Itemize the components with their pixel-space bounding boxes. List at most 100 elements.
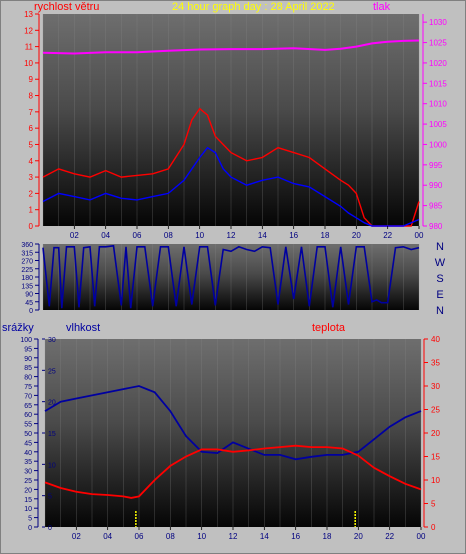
wind-label: rychlost větru bbox=[34, 1, 99, 13]
temperature-line bbox=[44, 444, 422, 499]
rain-tick-label: 15 bbox=[24, 497, 32, 504]
direction-tick-label: 90 bbox=[25, 292, 33, 299]
x-tick-label: 12 bbox=[229, 532, 238, 541]
compass-label: W bbox=[435, 257, 446, 269]
x-tick-label: 20 bbox=[354, 532, 363, 541]
right-tick-label: 985 bbox=[429, 202, 443, 211]
direction-tick-label: 180 bbox=[21, 275, 33, 282]
right-tick-label: 1015 bbox=[429, 79, 447, 88]
right-tick-label: 995 bbox=[429, 161, 443, 170]
right-tick-label: 1010 bbox=[429, 100, 447, 109]
pressure-line bbox=[42, 39, 420, 55]
left-tick-label: 4 bbox=[29, 157, 34, 166]
left-tick-label: 5 bbox=[29, 140, 34, 149]
temperature-tick-label: 20 bbox=[431, 429, 440, 438]
right-tick-label: 1005 bbox=[429, 120, 447, 129]
wind-speed-line bbox=[42, 107, 420, 227]
left-tick-label: 9 bbox=[29, 75, 34, 84]
temperature-tick-label: 0 bbox=[431, 523, 436, 532]
rain-tick-label: 75 bbox=[24, 384, 32, 391]
direction-tick-label: 315 bbox=[21, 250, 33, 257]
right-tick-label: 1000 bbox=[429, 140, 447, 149]
rain-tick-label: 55 bbox=[24, 422, 32, 429]
left-tick-label: 2 bbox=[29, 189, 34, 198]
humidity-tick-label: 5 bbox=[48, 494, 52, 501]
humidity-tick-label: 10 bbox=[48, 462, 56, 469]
rain-tick-label: 80 bbox=[24, 375, 32, 382]
left-tick-label: 0 bbox=[29, 222, 34, 231]
rain-tick-label: 45 bbox=[24, 440, 32, 447]
temperature-tick-label: 15 bbox=[431, 453, 440, 462]
x-tick-label: 04 bbox=[101, 231, 110, 240]
rain-tick-label: 90 bbox=[24, 356, 32, 363]
left-tick-label: 12 bbox=[24, 26, 33, 35]
direction-tick-label: 225 bbox=[21, 267, 33, 274]
humidity-label: vlhkost bbox=[66, 322, 100, 334]
compass-label: N bbox=[436, 305, 444, 317]
right-tick-label: 1025 bbox=[429, 39, 447, 48]
rain-tick-label: 10 bbox=[24, 506, 32, 513]
rain-tick-label: 60 bbox=[24, 412, 32, 419]
rain-label: srážky bbox=[2, 322, 34, 334]
rain-tick-label: 95 bbox=[24, 346, 32, 353]
temperature-tick-label: 10 bbox=[431, 476, 440, 485]
humidity-tick-label: 25 bbox=[48, 368, 56, 375]
humidity-tick-label: 15 bbox=[48, 431, 56, 438]
left-tick-label: 3 bbox=[29, 173, 34, 182]
chart-title: 24 hour graph day : 28 April 2022 bbox=[172, 1, 335, 13]
left-tick-label: 6 bbox=[29, 124, 34, 133]
wind-gust-line bbox=[42, 146, 420, 227]
humidity-line bbox=[44, 385, 422, 461]
humidity-tick-label: 0 bbox=[48, 525, 52, 532]
right-tick-label: 1020 bbox=[429, 59, 447, 68]
x-tick-label: 16 bbox=[289, 231, 298, 240]
x-tick-label: 10 bbox=[197, 532, 206, 541]
x-tick-label: 06 bbox=[135, 532, 144, 541]
x-tick-label: 14 bbox=[258, 231, 267, 240]
direction-tick-label: 270 bbox=[21, 259, 33, 266]
pressure-label: tlak bbox=[373, 1, 391, 13]
x-tick-label: 20 bbox=[352, 231, 361, 240]
x-tick-label: 00 bbox=[415, 231, 424, 240]
rain-tick-label: 0 bbox=[28, 525, 32, 532]
right-tick-label: 1030 bbox=[429, 18, 447, 27]
right-tick-label: 990 bbox=[429, 181, 443, 190]
x-tick-label: 18 bbox=[323, 532, 332, 541]
left-tick-label: 11 bbox=[25, 43, 34, 52]
x-tick-label: 18 bbox=[321, 231, 330, 240]
x-tick-label: 08 bbox=[164, 231, 173, 240]
left-tick-label: 7 bbox=[29, 108, 34, 117]
x-tick-label: 22 bbox=[385, 532, 394, 541]
direction-tick-label: 0 bbox=[29, 308, 33, 315]
right-tick-label: 980 bbox=[429, 222, 443, 231]
x-tick-label: 08 bbox=[166, 532, 175, 541]
rain-tick-label: 70 bbox=[24, 393, 32, 400]
wind-direction-line bbox=[42, 244, 420, 309]
rain-tick-label: 20 bbox=[24, 487, 32, 494]
left-tick-label: 8 bbox=[29, 92, 34, 101]
rain-tick-label: 30 bbox=[24, 469, 32, 476]
temperature-tick-label: 25 bbox=[431, 406, 440, 415]
temperature-tick-label: 30 bbox=[431, 382, 440, 391]
compass-label: N bbox=[436, 241, 444, 253]
temperature-label: teplota bbox=[312, 322, 346, 334]
rain-tick-label: 40 bbox=[24, 450, 32, 457]
rain-tick-label: 85 bbox=[24, 365, 32, 372]
compass-label: E bbox=[436, 289, 443, 301]
left-tick-label: 10 bbox=[24, 59, 33, 68]
x-tick-label: 02 bbox=[72, 532, 81, 541]
x-tick-label: 10 bbox=[195, 231, 204, 240]
rain-tick-label: 5 bbox=[28, 516, 32, 523]
temperature-tick-label: 5 bbox=[431, 500, 436, 509]
x-tick-label: 02 bbox=[70, 231, 79, 240]
compass-label: S bbox=[436, 273, 443, 285]
temperature-tick-label: 35 bbox=[431, 359, 440, 368]
direction-tick-label: 45 bbox=[25, 300, 33, 307]
x-tick-label: 22 bbox=[383, 231, 392, 240]
temperature-tick-label: 40 bbox=[431, 335, 440, 344]
humidity-tick-label: 30 bbox=[48, 337, 56, 344]
x-tick-label: 06 bbox=[133, 231, 142, 240]
x-tick-label: 04 bbox=[103, 532, 112, 541]
left-tick-label: 1 bbox=[29, 206, 34, 215]
rain-tick-label: 25 bbox=[24, 478, 32, 485]
